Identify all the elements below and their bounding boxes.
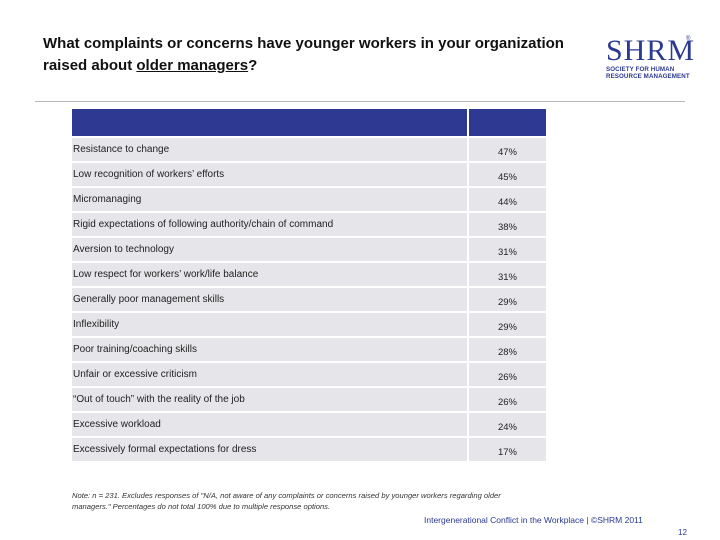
title-line-2-prefix: raised about xyxy=(43,57,137,74)
row-label: Rigid expectations of following authorit… xyxy=(72,213,467,236)
logo-mark: SHRM xyxy=(606,34,696,67)
row-value: 47% xyxy=(469,138,546,161)
table-body: Resistance to change 47% Low recognition o… xyxy=(72,138,546,461)
row-label: Excessive workload xyxy=(72,413,467,436)
row-label: Micromanaging xyxy=(72,188,467,211)
row-value: 45% xyxy=(469,163,546,186)
table-header-row xyxy=(72,109,546,136)
row-value: 31% xyxy=(469,238,546,261)
row-value: 38% xyxy=(469,213,546,236)
table-row: Generally poor management skills 29% xyxy=(72,288,546,311)
table-row: Resistance to change 47% xyxy=(72,138,546,161)
table-row: “Out of touch” with the reality of the j… xyxy=(72,388,546,411)
table-row: Unfair or excessive criticism 26% xyxy=(72,363,546,386)
row-label: Low recognition of workers’ efforts xyxy=(72,163,467,186)
table-row: Poor training/coaching skills 28% xyxy=(72,338,546,361)
logo-subtitle-line-1: SOCIETY FOR HUMAN xyxy=(606,66,675,73)
table-row: Excessively formal expectations for dres… xyxy=(72,438,546,461)
row-label: Resistance to change xyxy=(72,138,467,161)
title-underlined-text: older managers xyxy=(136,57,249,74)
results-table: Resistance to change 47% Low recognition o… xyxy=(72,109,546,463)
row-label: Low respect for workers’ work/life balan… xyxy=(72,263,467,286)
shrm-logo: SHRM ® SOCIETY FOR HUMAN RESOURCE MANAGE… xyxy=(606,34,696,86)
table-row: Low recognition of workers’ efforts 45% xyxy=(72,163,546,186)
row-value: 26% xyxy=(469,388,546,411)
row-value: 28% xyxy=(469,338,546,361)
table-header-value-cell xyxy=(469,109,546,136)
row-label: Inflexibility xyxy=(72,313,467,336)
header-divider xyxy=(35,101,685,102)
row-label: Excessively formal expectations for dres… xyxy=(72,438,467,461)
row-value: 29% xyxy=(469,288,546,311)
footnote: Note: n = 231. Excludes responses of "N/… xyxy=(72,490,612,512)
title-line-2: raised about older managers? xyxy=(43,55,603,77)
footnote-line-1: Note: n = 231. Excludes responses of "N/… xyxy=(72,491,501,500)
row-value: 44% xyxy=(469,188,546,211)
row-label: Aversion to technology xyxy=(72,238,467,261)
row-label: Unfair or excessive criticism xyxy=(72,363,467,386)
row-value: 31% xyxy=(469,263,546,286)
row-label: “Out of touch” with the reality of the j… xyxy=(72,388,467,411)
row-value: 26% xyxy=(469,363,546,386)
table-row: Rigid expectations of following authorit… xyxy=(72,213,546,236)
table-header-label-cell xyxy=(72,109,467,136)
page-number: 12 xyxy=(678,528,687,537)
table-row: Aversion to technology 31% xyxy=(72,238,546,261)
title-line-2-suffix: ? xyxy=(248,57,258,74)
title-line-1: What complaints or concerns have younger… xyxy=(43,35,564,52)
table-row: Inflexibility 29% xyxy=(72,313,546,336)
logo-registered-mark: ® xyxy=(686,36,691,42)
slide-title: What complaints or concerns have younger… xyxy=(43,33,603,77)
footnote-line-2: managers." Percentages do not total 100%… xyxy=(72,502,331,511)
logo-subtitle-line-2: RESOURCE MANAGEMENT xyxy=(606,73,690,80)
row-label: Generally poor management skills xyxy=(72,288,467,311)
table-row: Excessive workload 24% xyxy=(72,413,546,436)
row-value: 24% xyxy=(469,413,546,436)
row-label: Poor training/coaching skills xyxy=(72,338,467,361)
row-value: 29% xyxy=(469,313,546,336)
row-value: 17% xyxy=(469,438,546,461)
table-row: Micromanaging 44% xyxy=(72,188,546,211)
table-row: Low respect for workers’ work/life balan… xyxy=(72,263,546,286)
footer-text: Intergenerational Conflict in the Workpl… xyxy=(424,515,643,525)
